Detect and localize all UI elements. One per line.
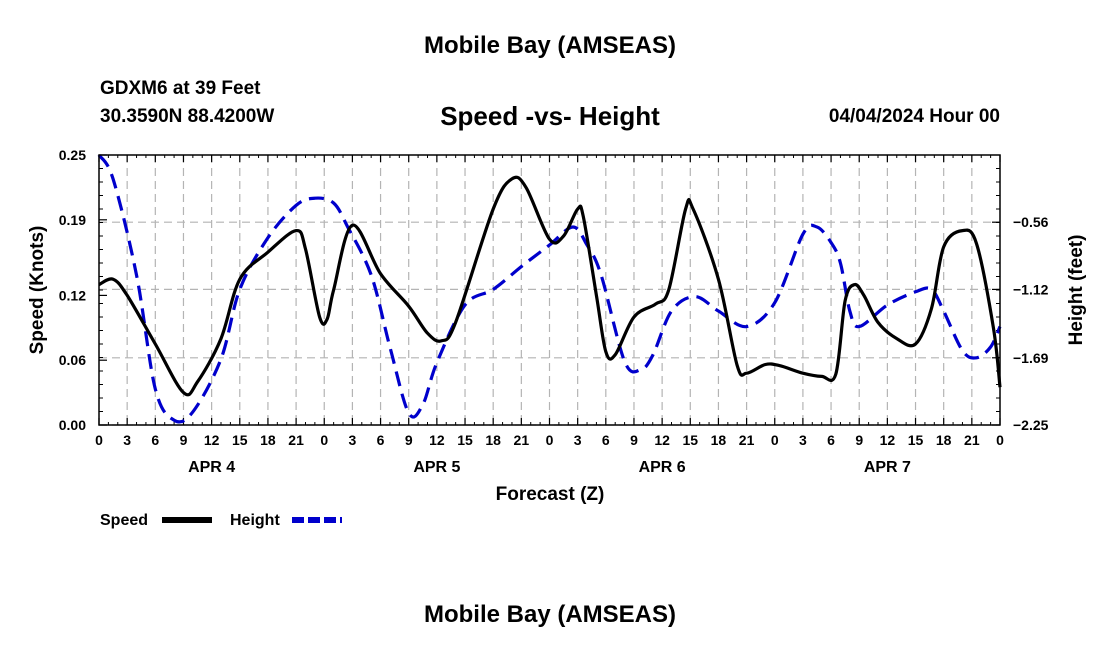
y-axis-label: Speed (Knots) bbox=[27, 226, 48, 355]
x-tick-label: 3 bbox=[349, 432, 357, 448]
x-tick-label: 9 bbox=[405, 432, 413, 448]
day-label: APR 4 bbox=[188, 459, 235, 476]
x-tick-label: 12 bbox=[654, 432, 670, 448]
day-label: APR 5 bbox=[413, 459, 460, 476]
x-tick-label: 0 bbox=[95, 432, 103, 448]
y2-axis-label: Height (feet) bbox=[1066, 235, 1087, 346]
station-label: GDXM6 at 39 Feet bbox=[100, 78, 261, 99]
legend: Speed Height bbox=[100, 512, 342, 529]
x-tick-label: 0 bbox=[996, 432, 1004, 448]
x-tick-label: 12 bbox=[429, 432, 445, 448]
x-tick-label: 18 bbox=[485, 432, 501, 448]
legend-label-height: Height bbox=[230, 512, 280, 529]
y2-tick-label: −1.12 bbox=[1013, 281, 1049, 297]
x-tick-label: 3 bbox=[799, 432, 807, 448]
x-tick-label: 18 bbox=[711, 432, 727, 448]
x-tick-label: 3 bbox=[123, 432, 131, 448]
x-tick-label: 18 bbox=[260, 432, 276, 448]
x-tick-label: 21 bbox=[964, 432, 980, 448]
x-tick-label: 6 bbox=[827, 432, 835, 448]
x-tick-label: 9 bbox=[855, 432, 863, 448]
day-label: APR 7 bbox=[864, 459, 911, 476]
y-tick-label: 0.00 bbox=[59, 417, 86, 433]
y-tick-label: 0.06 bbox=[59, 352, 86, 368]
forecast-datetime: 04/04/2024 Hour 00 bbox=[828, 106, 1000, 127]
x-tick-label: 21 bbox=[739, 432, 755, 448]
grid-lines bbox=[99, 155, 1000, 426]
x-tick-label: 0 bbox=[771, 432, 779, 448]
x-tick-label: 15 bbox=[908, 432, 924, 448]
x-tick-label: 0 bbox=[546, 432, 554, 448]
x-tick-label: 18 bbox=[936, 432, 952, 448]
chart-title: Mobile Bay (AMSEAS) bbox=[423, 32, 677, 59]
axis-labels: 0 3 6 9 12 15 18 21 0 3 6 9 12 15 18 21 0 3 6 9 12 15 18 21 0 3 6 9… bbox=[59, 147, 1049, 476]
x-tick-label: 21 bbox=[514, 432, 530, 448]
x-tick-label: 15 bbox=[232, 432, 248, 448]
y2-tick-label: −2.25 bbox=[1013, 417, 1049, 433]
plot-frame bbox=[98, 154, 1001, 426]
x-tick-label: 12 bbox=[204, 432, 220, 448]
y-tick-label: 0.25 bbox=[59, 147, 86, 163]
footer-title: Mobile Bay (AMSEAS) bbox=[423, 601, 677, 628]
x-tick-label: 3 bbox=[574, 432, 582, 448]
x-tick-label: 15 bbox=[457, 432, 473, 448]
x-tick-label: 21 bbox=[288, 432, 304, 448]
series-speed-line bbox=[98, 175, 1002, 397]
y2-tick-label: −1.69 bbox=[1013, 350, 1049, 366]
x-tick-label: 6 bbox=[377, 432, 385, 448]
chart-subtitle: Speed -vs- Height bbox=[440, 101, 660, 131]
day-label: APR 6 bbox=[639, 459, 686, 476]
series-height-line bbox=[97, 154, 1002, 424]
x-tick-label: 0 bbox=[320, 432, 328, 448]
x-tick-label: 12 bbox=[880, 432, 896, 448]
x-tick-label: 6 bbox=[151, 432, 159, 448]
x-axis-label: Forecast (Z) bbox=[496, 484, 605, 505]
coordinates-label: 30.3590N 88.4200W bbox=[100, 106, 275, 127]
y-tick-label: 0.12 bbox=[59, 287, 86, 303]
x-tick-label: 9 bbox=[180, 432, 188, 448]
legend-label-speed: Speed bbox=[100, 512, 148, 529]
x-tick-label: 9 bbox=[630, 432, 638, 448]
series-layer bbox=[97, 154, 1002, 424]
y-tick-label: 0.19 bbox=[59, 212, 86, 228]
y2-tick-label: −0.56 bbox=[1013, 214, 1049, 230]
x-tick-label: 6 bbox=[602, 432, 610, 448]
x-tick-label: 15 bbox=[682, 432, 698, 448]
